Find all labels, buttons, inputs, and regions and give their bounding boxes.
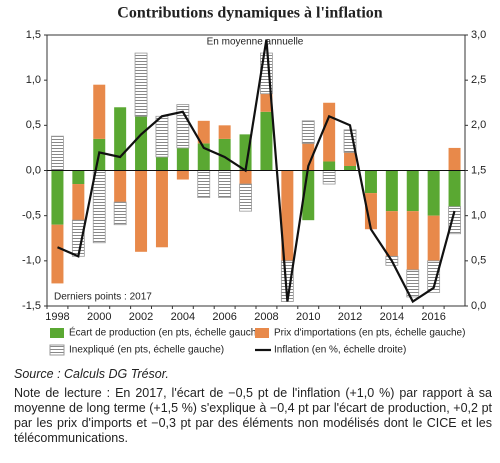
bar — [218, 170, 232, 199]
bar — [364, 170, 377, 194]
y2-tick-label: 2,5 — [471, 74, 486, 86]
x-tick-label: 2010 — [296, 311, 320, 323]
bar — [113, 201, 127, 226]
bar — [93, 84, 106, 139]
bar — [302, 143, 315, 171]
x-tick-label: 2002 — [129, 311, 153, 323]
y2-tick-label: 0,0 — [471, 300, 486, 312]
bar — [92, 170, 106, 244]
x-tick-label: 1998 — [45, 311, 69, 323]
legend-swatch — [50, 328, 64, 338]
annotation: Derniers points : 2017 — [54, 292, 152, 303]
bar — [448, 206, 461, 235]
note: Note de lecture : En 2017, l'écart de −0… — [14, 386, 492, 445]
x-tick-label: 2000 — [87, 311, 111, 323]
bar — [406, 170, 419, 212]
bar — [260, 111, 273, 171]
line — [57, 39, 456, 304]
bar — [427, 215, 440, 261]
chart-title: Contributions dynamiques à l'inflation — [117, 5, 383, 22]
y-tick-label: 0,0 — [26, 164, 41, 176]
bar — [427, 260, 441, 293]
bar — [322, 170, 336, 185]
text-block: Source : Calculs DG Trésor. Note de lect… — [0, 367, 500, 446]
y-tick-label: -1,5 — [22, 300, 41, 312]
bar — [323, 102, 336, 162]
bar — [344, 152, 357, 166]
bar — [135, 116, 148, 171]
y2-tick-label: 1,5 — [471, 164, 486, 176]
bar — [135, 170, 148, 252]
legend-swatch — [255, 328, 269, 338]
bar — [176, 147, 189, 171]
legend-label: Inexpliqué (en pts, échelle gauche) — [69, 345, 224, 356]
y-tick-label: 0,5 — [26, 119, 41, 131]
bar — [197, 170, 211, 199]
bar — [301, 120, 315, 144]
bar — [72, 170, 85, 185]
bar — [427, 170, 440, 216]
bar — [51, 170, 64, 225]
bar — [114, 107, 127, 171]
annotation: En moyenne annuelle — [207, 37, 304, 48]
bar — [197, 120, 210, 144]
y-tick-label: -0,5 — [22, 210, 41, 222]
bar — [281, 170, 294, 261]
bar — [239, 134, 252, 171]
bar — [239, 170, 252, 185]
y-tick-label: 1,0 — [26, 74, 41, 86]
bar — [72, 184, 85, 221]
bar — [448, 170, 461, 207]
y-tick-label: 1,5 — [26, 29, 41, 41]
x-tick-label: 2004 — [171, 311, 195, 323]
bar — [155, 156, 168, 171]
y-tick-label: -1,0 — [22, 255, 41, 267]
legend-label: Inflation (en %, échelle droite) — [274, 345, 406, 356]
bar — [176, 170, 189, 180]
bar — [385, 170, 398, 212]
y2-tick-label: 0,5 — [471, 255, 486, 267]
bar — [448, 147, 461, 171]
bar — [239, 183, 252, 212]
bar — [51, 135, 64, 171]
y2-tick-label: 1,0 — [471, 210, 486, 222]
legend-swatch — [49, 344, 65, 356]
bar — [218, 125, 231, 139]
bar — [114, 170, 127, 203]
source: Source : Calculs DG Trésor. — [14, 367, 169, 381]
bar — [364, 193, 377, 230]
bar — [385, 211, 398, 257]
bar — [155, 115, 169, 158]
bar — [406, 211, 419, 270]
x-tick-label: 2008 — [254, 311, 278, 323]
legend-label: Écart de production (en pts, échelle gau… — [69, 326, 265, 339]
x-tick-label: 2012 — [338, 311, 362, 323]
x-tick-label: 2006 — [212, 311, 236, 323]
bar — [260, 93, 273, 112]
bar — [344, 165, 357, 171]
bar — [155, 170, 168, 248]
y2-tick-label: 2,0 — [471, 119, 486, 131]
y2-tick-label: 3,0 — [471, 29, 486, 41]
x-tick-label: 2016 — [421, 311, 445, 323]
bar — [134, 52, 148, 117]
legend-label: Prix d'importations (en pts, échelle gau… — [274, 328, 465, 339]
bar — [218, 138, 231, 171]
chart: Contributions dynamiques à l'inflation E… — [22, 5, 486, 356]
bar — [323, 161, 336, 171]
bar — [51, 224, 64, 284]
bar — [406, 269, 420, 298]
x-tick-label: 2014 — [380, 311, 404, 323]
